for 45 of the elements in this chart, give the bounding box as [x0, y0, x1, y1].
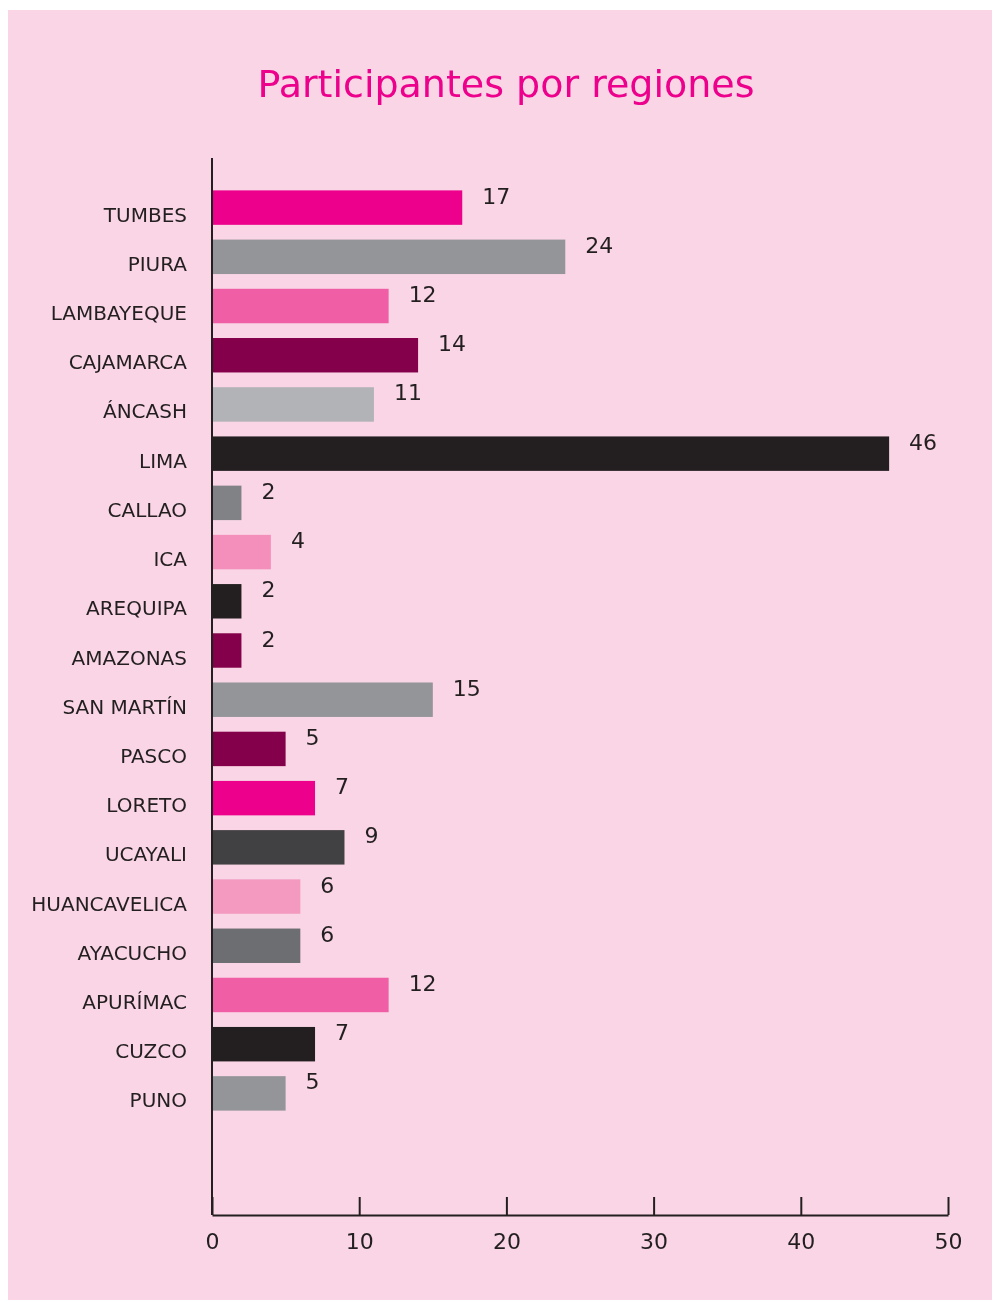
y-tick-label: CAJAMARCA: [68, 350, 188, 375]
data-label: 15: [452, 675, 481, 701]
data-label: 17: [482, 183, 511, 209]
y-tick-label: PIURA: [127, 251, 188, 276]
data-label: 46: [909, 429, 938, 455]
y-tick-label: AREQUIPA: [86, 596, 188, 621]
y-tick-label: PASCO: [120, 743, 187, 768]
data-label: 7: [335, 1020, 350, 1046]
y-tick-label: CALLAO: [107, 497, 187, 522]
data-label: 5: [305, 1069, 320, 1095]
data-label: 11: [393, 380, 422, 406]
data-label: 12: [408, 282, 437, 308]
data-label: 5: [305, 724, 320, 750]
x-tick-label: 30: [640, 1228, 669, 1254]
y-tick-label: HUANCAVELICA: [31, 891, 188, 916]
data-label: 6: [320, 921, 335, 947]
y-tick-label: LIMA: [139, 448, 188, 473]
data-label: 9: [364, 823, 379, 849]
data-label: 2: [261, 577, 276, 603]
data-label: 4: [290, 528, 305, 554]
x-tick-label: 10: [345, 1228, 374, 1254]
y-tick-label: AMAZONAS: [71, 645, 187, 670]
chart-title: Participantes por regiones: [257, 62, 755, 106]
y-tick-label: SAN MARTÍN: [62, 694, 187, 719]
y-tick-label: UCAYALI: [104, 842, 187, 867]
x-tick-label: 50: [934, 1228, 963, 1254]
data-label: 24: [585, 232, 614, 258]
y-tick-label: CUZCO: [115, 1039, 187, 1064]
data-label: 14: [438, 331, 467, 357]
x-tick-label: 20: [492, 1228, 521, 1254]
data-label: 7: [335, 774, 350, 800]
x-tick-label: 40: [787, 1228, 816, 1254]
x-tick-label: 0: [205, 1228, 220, 1254]
data-label: 12: [408, 970, 437, 996]
y-tick-label: LAMBAYEQUE: [50, 301, 187, 326]
y-tick-label: AYACUCHO: [77, 940, 187, 965]
y-tick-label: ÁNCASH: [102, 399, 187, 424]
y-tick-label: LORETO: [106, 793, 187, 818]
y-tick-label: PUNO: [129, 1088, 187, 1113]
data-label: 2: [261, 478, 276, 504]
y-tick-label: APURÍMAC: [82, 989, 187, 1014]
data-label: 6: [320, 872, 335, 898]
y-tick-label: ICA: [153, 547, 188, 572]
y-tick-label: TUMBES: [102, 202, 187, 227]
data-label: 2: [261, 626, 276, 652]
